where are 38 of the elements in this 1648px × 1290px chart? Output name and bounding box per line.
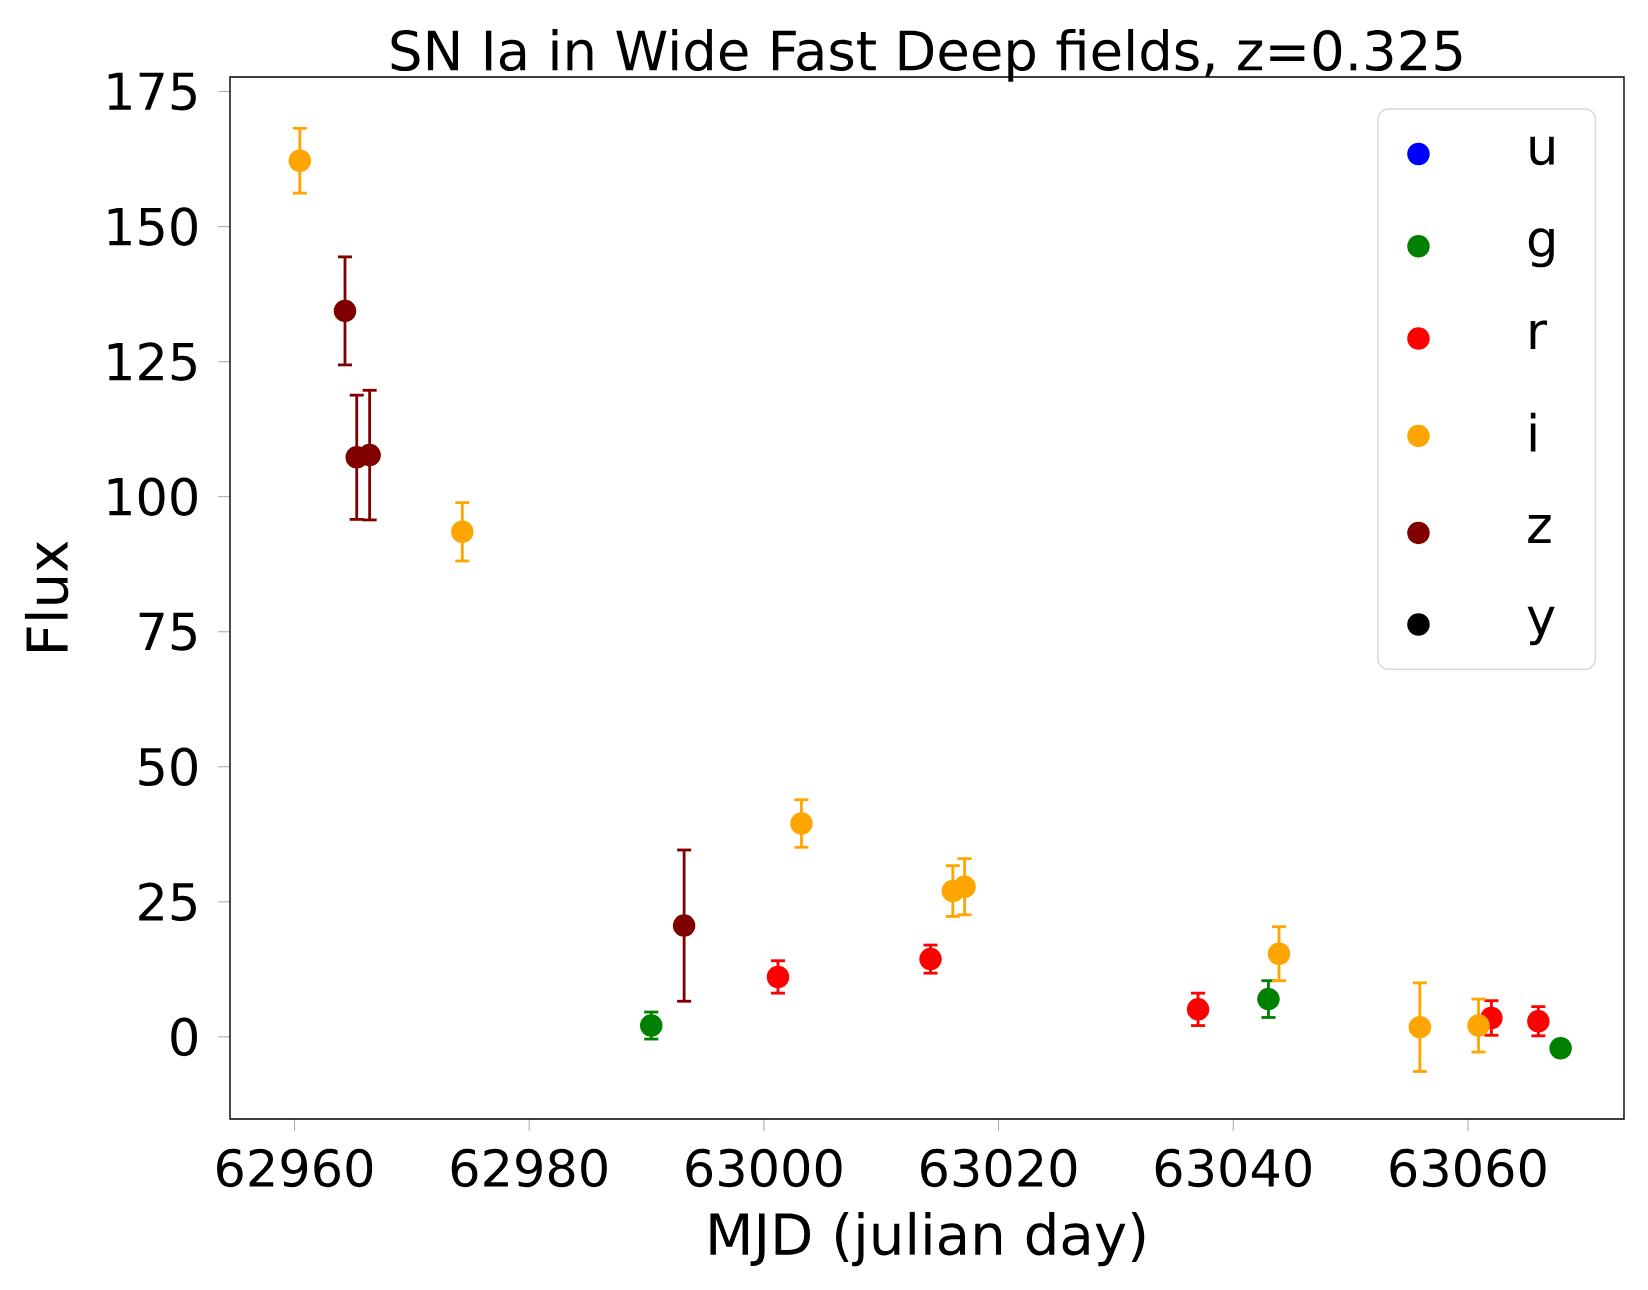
y-tick-label: 150 [108, 207, 197, 246]
point [1549, 1036, 1572, 1060]
y-tick-label: 50 [139, 747, 197, 787]
point [1257, 987, 1280, 1011]
point [288, 149, 312, 172]
legend-label: r [1530, 320, 1547, 350]
x-tick-label: 63060 [1390, 1148, 1546, 1188]
y-tick-label: 0 [171, 1017, 197, 1057]
x-axis-title: MJD (julian day) [710, 1211, 1145, 1267]
point [1408, 1015, 1432, 1039]
point [358, 443, 381, 467]
point [1186, 998, 1210, 1021]
y-tick-label: 25 [139, 882, 196, 922]
y-tick-label: 125 [108, 342, 196, 381]
point [1527, 1009, 1550, 1033]
x-tick-label: 62980 [451, 1148, 607, 1188]
point [766, 965, 790, 989]
point [639, 1014, 663, 1037]
x-tick-label: 63000 [686, 1148, 842, 1188]
point [790, 812, 813, 835]
y-axis-title: Flux [24, 541, 69, 651]
point [953, 875, 976, 898]
legend-label: u [1530, 135, 1554, 166]
point [451, 520, 474, 544]
legend-label: g [1528, 228, 1554, 268]
chart-title: SN Ia in Wide Fast Deep fields, z=0.325 [391, 28, 1462, 82]
x-tick-label: 63020 [921, 1148, 1077, 1188]
y-tick-label: 175 [108, 72, 196, 111]
x-tick-label: 62960 [217, 1148, 373, 1188]
point [333, 299, 357, 323]
x-tick-label: 63040 [1155, 1148, 1311, 1188]
legend-label: z [1528, 515, 1551, 544]
y-tick-label: 100 [108, 477, 197, 516]
legend-label: y [1527, 606, 1555, 646]
y-tick-label: 75 [139, 612, 196, 651]
legend-label: i [1530, 412, 1536, 452]
point [1267, 942, 1291, 965]
point [672, 914, 696, 937]
